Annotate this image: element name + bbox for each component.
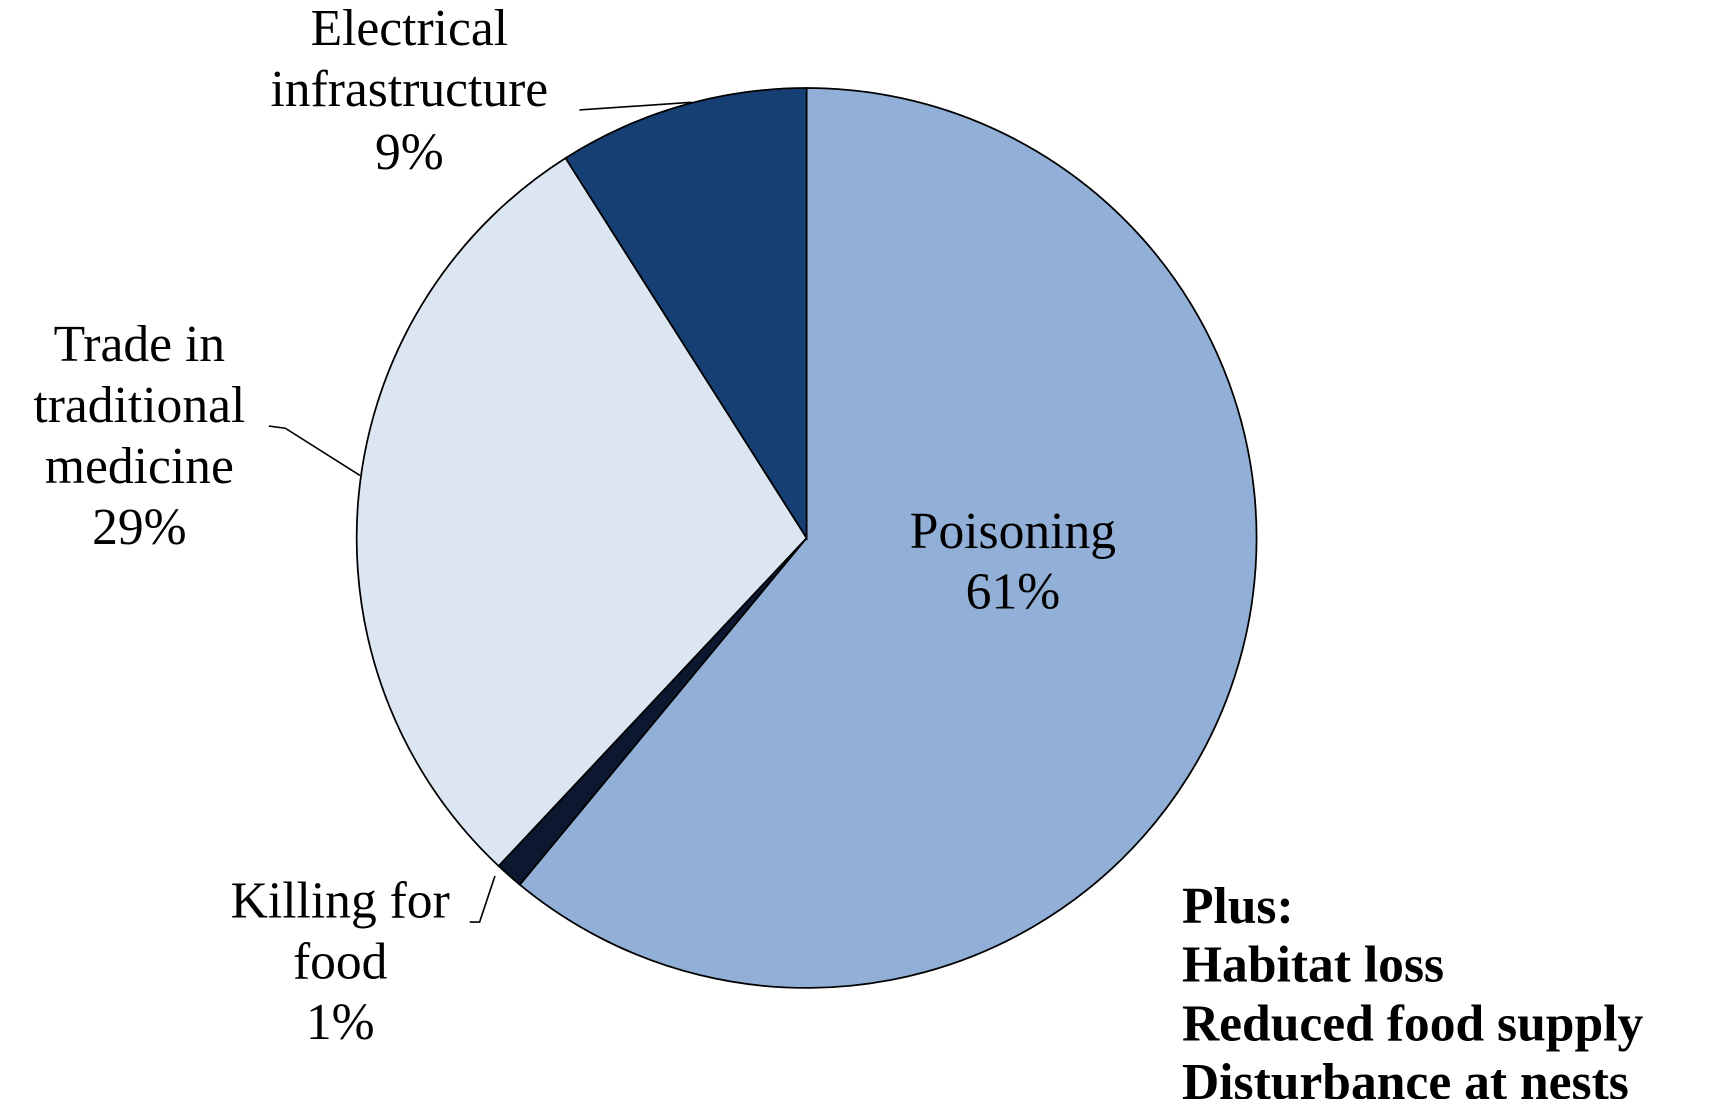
leader-line [268,425,361,477]
value-label: 1% [306,994,375,1051]
slice-label: Electrical infrastructure [270,0,548,118]
leader-line [579,101,692,111]
slice-label: Poisoning [910,503,1116,560]
annotation: Plus: [1182,878,1294,935]
value-label: 9% [375,124,444,181]
slice-label: Trade in traditional medicine [33,316,245,495]
pie-slice [355,156,808,868]
slice-label: Killing for food [231,872,450,990]
leader-line [469,875,496,923]
annotation: Reduced food supply [1182,995,1644,1052]
pie-slice [564,87,808,541]
annotation: Disturbance at nests [1182,1054,1629,1099]
pie-slice [518,87,1258,989]
value-label: 61% [966,564,1061,621]
annotation: Habitat loss [1182,937,1444,994]
value-label: 29% [92,499,187,556]
